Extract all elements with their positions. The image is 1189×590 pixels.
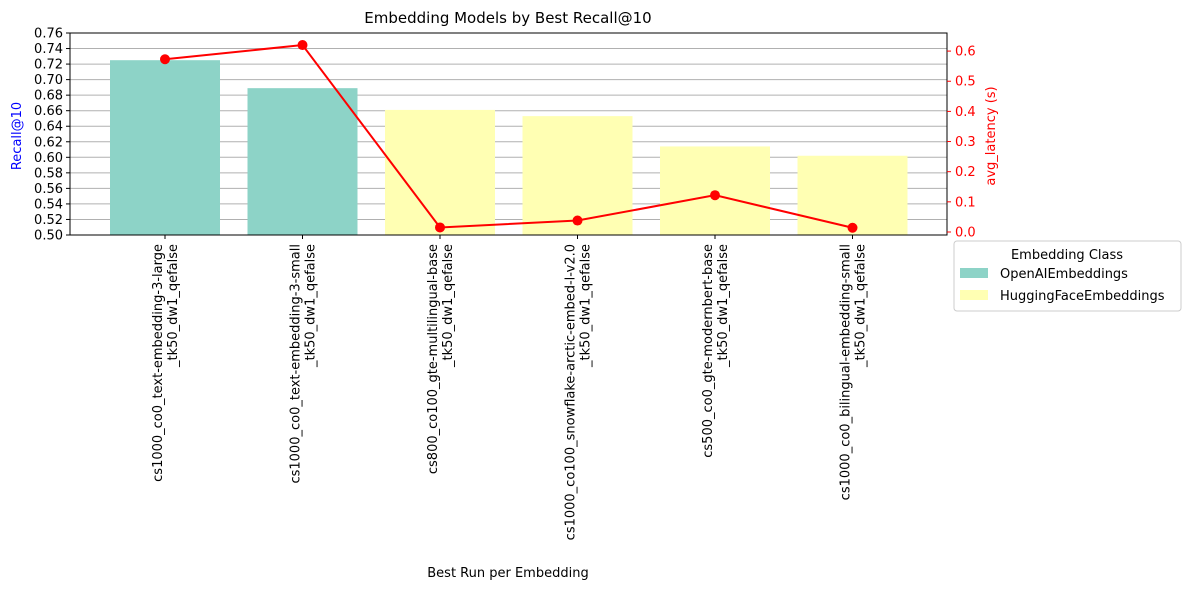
- legend-frame: [953, 240, 1182, 312]
- legend-label-huggingface: HuggingFaceEmbeddings: [1000, 289, 1165, 304]
- x-tick-label-2-1: _tk50_dw1_qefalse: [441, 244, 456, 368]
- legend: Embedding Class OpenAIEmbeddings Hugging…: [953, 240, 1182, 312]
- bars: [110, 60, 908, 236]
- latency-point-0: [160, 54, 170, 65]
- x-axis-label: Best Run per Embedding: [427, 566, 588, 581]
- x-tick-label-group-5: cs1000_co0_bilingual-embedding-small _tk5…: [839, 244, 869, 500]
- latency-series: [160, 40, 858, 233]
- y-tick-label-11: 0.72: [34, 58, 63, 73]
- y2-tick-label-3: 0.3: [955, 135, 976, 150]
- x-tick-label-group-2: cs800_co100_gte-multilingual-base _tk50_d…: [426, 244, 456, 474]
- chart-title: Embedding Models by Best Recall@10: [364, 9, 651, 27]
- x-tick-label-3-1: _tk50_dw1_qefalse: [579, 244, 594, 368]
- x-tick-label-group-0: cs1000_co0_text-embedding-3-large _tk50_d…: [151, 244, 181, 482]
- y-tick-label-2: 0.54: [34, 197, 63, 212]
- legend-swatch-openai: [960, 268, 988, 278]
- y-tick-label-5: 0.60: [34, 151, 63, 166]
- x-tick-label-0-0: cs1000_co0_text-embedding-3-large: [151, 244, 166, 482]
- x-tick-label-0-1: _tk50_dw1_qefalse: [166, 244, 181, 368]
- y-tick-label-13: 0.76: [34, 27, 63, 42]
- latency-point-3: [572, 215, 583, 226]
- axes-box: [69, 32, 948, 236]
- bar-3: [522, 116, 633, 235]
- x-tick-label-group-3: cs1000_co100_snowflake-arctic-embed-l-v2…: [564, 244, 594, 540]
- x-tick-label-3-0: cs1000_co100_snowflake-arctic-embed-l-v2…: [564, 244, 579, 540]
- x-tick-label-5-0: cs1000_co0_bilingual-embedding-small: [839, 244, 854, 500]
- latency-line: [164, 44, 853, 229]
- bar-0: [110, 60, 220, 235]
- plot-frame: [69, 32, 948, 236]
- y-tick-label-9: 0.68: [34, 89, 63, 104]
- latency-point-4: [710, 190, 720, 201]
- x-tick-label-4-0: cs500_co0_gte-modernbert-base: [701, 244, 716, 458]
- y-axis-label: Recall@10: [10, 102, 25, 170]
- legend-title: Embedding Class: [1011, 248, 1123, 263]
- bar-5: [797, 155, 908, 235]
- y-tick-label-6: 0.62: [34, 135, 63, 150]
- x-axis: cs1000_co0_text-embedding-3-large _tk50_d…: [151, 235, 869, 540]
- y-tick-label-1: 0.52: [34, 213, 63, 228]
- legend-label-openai: OpenAIEmbeddings: [1000, 267, 1128, 282]
- y-tick-label-0: 0.50: [34, 229, 63, 244]
- y-tick-label-12: 0.74: [34, 42, 63, 57]
- bar-1: [247, 88, 358, 236]
- right-y-axis: 0.0 0.1 0.2 0.3 0.4 0.5 0.6: [947, 45, 976, 240]
- bar-2: [385, 109, 495, 235]
- y2-tick-label-1: 0.1: [955, 195, 976, 210]
- y-tick-label-10: 0.70: [34, 73, 63, 88]
- x-tick-label-2-0: cs800_co100_gte-multilingual-base: [426, 244, 441, 474]
- x-tick-label-4-1: _tk50_dw1_qefalse: [716, 244, 731, 368]
- y-tick-label-4: 0.58: [34, 166, 63, 181]
- y2-tick-label-5: 0.5: [955, 75, 976, 90]
- latency-point-1: [297, 40, 308, 51]
- x-tick-label-1-1: _tk50_dw1_qefalse: [304, 244, 319, 368]
- y2-tick-label-2: 0.2: [955, 165, 976, 180]
- y2-tick-label-0: 0.0: [955, 225, 976, 240]
- left-y-axis: 0.500.520.540.560.580.600.620.640.660.68…: [34, 27, 70, 244]
- latency-point-2: [435, 222, 445, 233]
- x-tick-label-5-1: _tk50_dw1_qefalse: [854, 244, 869, 368]
- y-tick-label-8: 0.66: [34, 104, 63, 119]
- y-tick-label-7: 0.64: [34, 120, 63, 135]
- x-tick-label-group-1: cs1000_co0_text-embedding-3-small _tk50_d…: [289, 244, 319, 484]
- y2-axis-label: avg_latency (s): [984, 86, 999, 185]
- y2-tick-label-4: 0.4: [955, 105, 976, 120]
- x-tick-label-group-4: cs500_co0_gte-modernbert-base _tk50_dw1_q…: [701, 244, 731, 458]
- x-tick-label-1-0: cs1000_co0_text-embedding-3-small: [289, 244, 304, 484]
- y-tick-label-3: 0.56: [34, 182, 63, 197]
- latency-point-5: [847, 222, 858, 233]
- y2-tick-label-6: 0.6: [955, 45, 976, 60]
- legend-swatch-huggingface: [960, 290, 988, 300]
